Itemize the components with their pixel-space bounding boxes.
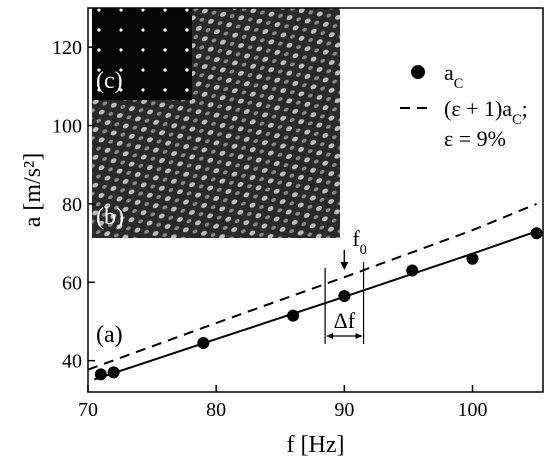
y-tick-label: 40 [62,351,82,373]
x-axis-label: f [Hz] [287,432,345,458]
y-axis-label: a [m/s²] [20,153,46,228]
x-tick-label: 100 [458,399,488,421]
y-tick-label: 120 [52,37,82,59]
y-tick-label: 60 [62,272,82,294]
y-tick-label: 80 [62,194,82,216]
legend-label-part: a [444,60,454,85]
f0-arrowhead [340,262,349,270]
panel-label: (a) [96,322,123,348]
legend-label-part: (ε + 1)a [444,96,512,121]
fit-line [87,202,537,371]
legend-label-part: C [454,76,464,92]
fit-line [94,230,537,381]
y-tick-label: 100 [52,116,82,138]
x-tick-label: 80 [206,399,226,421]
legend-label: (ε + 1)aC; [444,96,528,128]
legend-marker [411,65,425,79]
f0-label: f0 [352,226,366,258]
panel-label: (c) [96,68,123,94]
panel-label: (b) [96,204,124,230]
legend-label-part: C [512,112,522,128]
epsilon-label: ε = 9% [444,126,506,151]
f0-label-part: f [352,226,360,251]
x-tick-label: 90 [334,399,354,421]
f0-label-part: 0 [360,242,367,258]
delta-f-label: Δf [334,308,356,333]
inset-diffraction [92,8,192,100]
plot-frame [87,7,544,393]
data-point [530,227,543,240]
legend-label-part: ; [522,96,528,121]
data-point [466,252,479,265]
x-tick-label: 70 [78,399,98,421]
legend-label: aC [444,60,463,92]
